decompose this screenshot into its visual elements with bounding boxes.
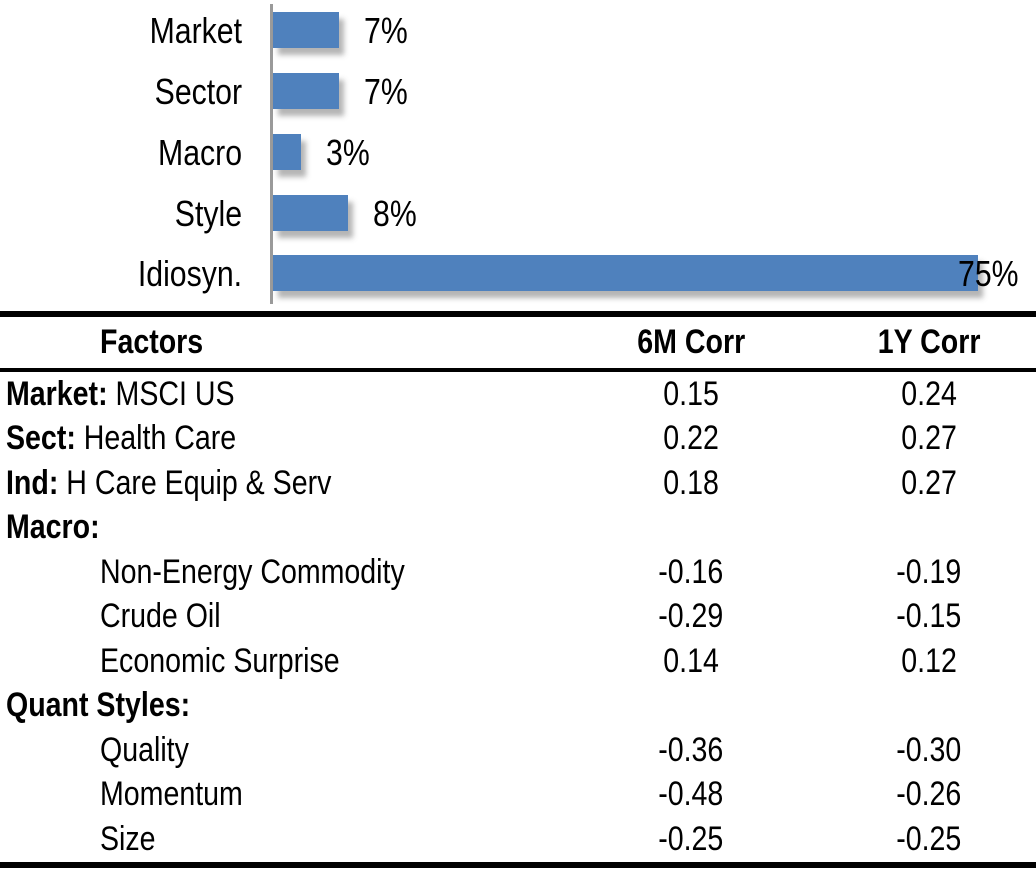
corr-1y-value: [822, 508, 1036, 547]
table-row-crude-oil: Crude Oil -0.29 -0.15: [0, 595, 1036, 640]
category-label: Market: [149, 10, 242, 51]
bar-row-style: Style 8%: [0, 195, 1036, 232]
corr-1y-value: -0.19: [896, 552, 962, 591]
corr-1y-value: 0.27: [901, 463, 957, 502]
table-row-macro-group: Macro:: [0, 506, 1036, 551]
table-row-size: Size -0.25 -0.25: [0, 817, 1036, 862]
corr-6m-value: [560, 508, 822, 547]
bar-macro: [273, 134, 301, 170]
factor-label: Non-Energy Commodity: [100, 552, 405, 591]
factor-label: Momentum: [100, 775, 243, 814]
factor-group-label: Quant Styles:: [6, 686, 191, 725]
factor-label: Market: MSCI US: [6, 374, 235, 413]
bar-sector: [273, 73, 339, 109]
bar-value-label: 7%: [364, 71, 408, 112]
bar-idiosyncratic: [273, 255, 978, 291]
corr-6m-value: 0.14: [663, 641, 719, 680]
table-row-market: Market: MSCI US 0.15 0.24: [0, 372, 1036, 417]
chart-y-axis-line: [270, 4, 273, 304]
corr-6m-value: -0.29: [658, 597, 724, 636]
corr-6m-value: 0.18: [663, 463, 719, 502]
category-label: Sector: [154, 71, 242, 112]
corr-6m-value: -0.25: [658, 819, 724, 858]
factor-label: Ind: H Care Equip & Serv: [6, 463, 332, 502]
factor-correlation-table: Factors 6M Corr 1Y Corr Market: MSCI US …: [0, 311, 1036, 868]
factor-label: Economic Surprise: [100, 641, 340, 680]
factor-label: Size: [100, 819, 156, 858]
table-row-quality: Quality -0.36 -0.30: [0, 728, 1036, 773]
bar-style: [273, 195, 348, 231]
table-row-economic-surprise: Economic Surprise 0.14 0.12: [0, 639, 1036, 684]
risk-decomposition-bar-chart: Market 7% Sector 7% Macro 3% Style 8% Id…: [0, 0, 1036, 311]
bar-value-label: 3%: [326, 132, 370, 173]
bar-row-sector: Sector 7%: [0, 73, 1036, 110]
bar-value-label: 8%: [373, 193, 417, 234]
header-6m-corr: 6M Corr: [637, 323, 745, 361]
factor-label: Crude Oil: [100, 597, 221, 636]
category-label: Idiosyn.: [137, 253, 242, 294]
corr-6m-value: [560, 686, 822, 725]
bar-row-idiosyncratic: Idiosyn. 75%: [0, 255, 1036, 292]
bar-market: [273, 12, 339, 48]
factor-label: Sect: Health Care: [6, 419, 237, 458]
header-1y-corr: 1Y Corr: [877, 323, 981, 361]
factor-label: Quality: [100, 730, 189, 769]
corr-1y-value: 0.12: [901, 641, 957, 680]
factor-group-label: Macro:: [6, 508, 100, 547]
table-header-row: Factors 6M Corr 1Y Corr: [0, 317, 1036, 372]
corr-1y-value: 0.27: [901, 419, 957, 458]
corr-1y-value: -0.26: [896, 775, 962, 814]
table-row-momentum: Momentum -0.48 -0.26: [0, 773, 1036, 818]
corr-6m-value: -0.16: [658, 552, 724, 591]
header-factors: Factors: [100, 323, 204, 361]
table-row-industry: Ind: H Care Equip & Serv 0.18 0.27: [0, 461, 1036, 506]
corr-1y-value: -0.30: [896, 730, 962, 769]
table-row-quant-styles-group: Quant Styles:: [0, 684, 1036, 729]
category-label: Style: [174, 193, 242, 234]
bar-row-market: Market 7%: [0, 12, 1036, 49]
corr-6m-value: -0.36: [658, 730, 724, 769]
bar-row-macro: Macro 3%: [0, 134, 1036, 171]
category-label: Macro: [157, 132, 242, 173]
corr-1y-value: -0.15: [896, 597, 962, 636]
bar-value-label: 7%: [364, 10, 408, 51]
table-row-sector: Sect: Health Care 0.22 0.27: [0, 417, 1036, 462]
corr-1y-value: 0.24: [901, 374, 957, 413]
bar-value-label: 75%: [958, 253, 1019, 294]
corr-6m-value: 0.15: [663, 374, 719, 413]
corr-6m-value: 0.22: [663, 419, 719, 458]
corr-1y-value: -0.25: [896, 819, 962, 858]
corr-1y-value: [822, 686, 1036, 725]
table-row-non-energy-commodity: Non-Energy Commodity -0.16 -0.19: [0, 550, 1036, 595]
corr-6m-value: -0.48: [658, 775, 724, 814]
